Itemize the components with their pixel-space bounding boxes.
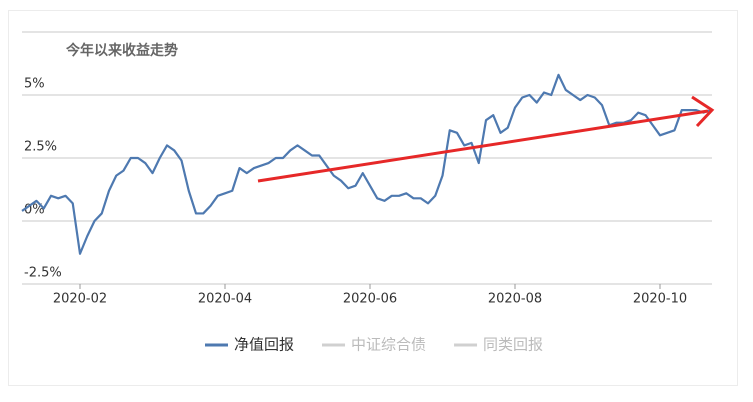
- trend-arrow-head: [691, 95, 715, 128]
- legend-label: 同类回报: [483, 336, 543, 354]
- x-tick-label: 2020-08: [488, 292, 542, 307]
- x-tick-label: 2020-04: [198, 292, 252, 307]
- line-series: [21, 73, 712, 255]
- legend-label: 净值回报: [234, 336, 294, 354]
- y-tick-label: 2.5%: [24, 140, 57, 155]
- x-tick-label: 2020-06: [343, 292, 397, 307]
- y-tick-label: 5%: [24, 77, 45, 92]
- trend-arrow: [257, 109, 709, 183]
- legend-label: 中证综合债: [351, 336, 426, 354]
- x-tick-label: 2020-02: [53, 292, 107, 307]
- x-tick-label: 2020-10: [633, 292, 687, 307]
- y-tick-label: -2.5%: [24, 266, 62, 281]
- chart-frame: [8, 10, 738, 386]
- chart-title: 今年以来收益走势: [65, 42, 178, 59]
